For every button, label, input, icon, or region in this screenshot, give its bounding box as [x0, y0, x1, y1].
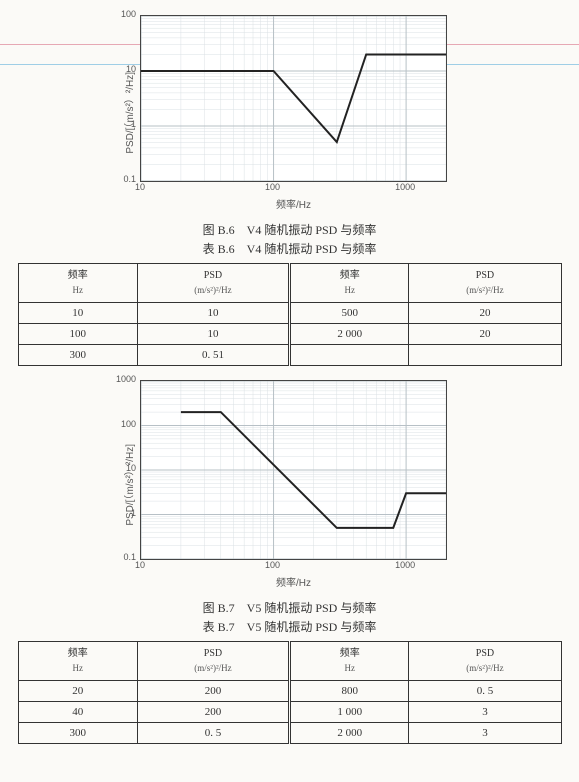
b6-x-axis-label: 频率/Hz — [140, 196, 447, 211]
table-row: 100102 00020 — [18, 324, 561, 345]
b6-header: PSD(m/s²)²/Hz — [409, 264, 561, 303]
b6-header: PSD(m/s²)²/Hz — [137, 264, 289, 303]
b7-figure-caption: 图 B.7 V5 随机振动 PSD 与频率 — [0, 599, 579, 616]
b6-cell: 0. 51 — [137, 345, 289, 366]
table-row: 3000. 51 — [18, 345, 561, 366]
table-row: 101050020 — [18, 303, 561, 324]
b6-table: 频率HzPSD(m/s²)²/Hz频率HzPSD(m/s²)²/Hz101050… — [18, 263, 562, 366]
b7-header: PSD(m/s²)²/Hz — [137, 642, 289, 681]
b6-cell: 10 — [18, 303, 137, 324]
b7-table-caption: 表 B.7 V5 随机振动 PSD 与频率 — [0, 618, 579, 635]
b6-cell: 2 000 — [289, 324, 408, 345]
b6-cell — [409, 345, 561, 366]
b7-cell: 1 000 — [289, 702, 408, 723]
b6-header: 频率Hz — [289, 264, 408, 303]
b7-header: 频率Hz — [18, 642, 137, 681]
b7-chart: PSD/[（m/s²）²/Hz] 0.11101001000 101001000… — [121, 380, 458, 589]
b6-cell: 500 — [289, 303, 408, 324]
b7-cell: 0. 5 — [409, 681, 561, 702]
b7-cell: 200 — [137, 702, 289, 723]
b7-cell: 3 — [409, 702, 561, 723]
b7-header: 频率Hz — [289, 642, 408, 681]
b6-plot-area — [140, 15, 447, 182]
b7-plot-area — [140, 380, 447, 560]
b7-cell: 40 — [18, 702, 137, 723]
b6-cell: 20 — [409, 303, 561, 324]
b6-cell: 10 — [137, 303, 289, 324]
b6-chart: PSD/[（m/s²）²/Hz] 0.1110100 101001000 频率/… — [121, 15, 458, 211]
b7-cell: 20 — [18, 681, 137, 702]
b7-cell: 200 — [137, 681, 289, 702]
b6-y-ticks: 0.1110100 — [110, 15, 138, 180]
b7-cell: 3 — [409, 723, 561, 744]
b6-figure-caption: 图 B.6 V4 随机振动 PSD 与频率 — [0, 221, 579, 238]
b7-cell: 2 000 — [289, 723, 408, 744]
b6-cell: 100 — [18, 324, 137, 345]
b7-y-ticks: 0.11101001000 — [110, 380, 138, 558]
b6-header: 频率Hz — [18, 264, 137, 303]
b6-cell: 20 — [409, 324, 561, 345]
b6-cell: 10 — [137, 324, 289, 345]
b6-table-caption: 表 B.6 V4 随机振动 PSD 与频率 — [0, 240, 579, 257]
b7-x-ticks: 101001000 — [140, 560, 445, 572]
table-row: 202008000. 5 — [18, 681, 561, 702]
table-row: 402001 0003 — [18, 702, 561, 723]
b7-cell: 0. 5 — [137, 723, 289, 744]
b7-x-axis-label: 频率/Hz — [140, 574, 447, 589]
b7-cell: 300 — [18, 723, 137, 744]
b7-cell: 800 — [289, 681, 408, 702]
b6-cell: 300 — [18, 345, 137, 366]
b6-x-ticks: 101001000 — [140, 182, 445, 194]
b7-table: 频率HzPSD(m/s²)²/Hz频率HzPSD(m/s²)²/Hz202008… — [18, 641, 562, 744]
b6-cell — [289, 345, 408, 366]
b7-header: PSD(m/s²)²/Hz — [409, 642, 561, 681]
table-row: 3000. 52 0003 — [18, 723, 561, 744]
